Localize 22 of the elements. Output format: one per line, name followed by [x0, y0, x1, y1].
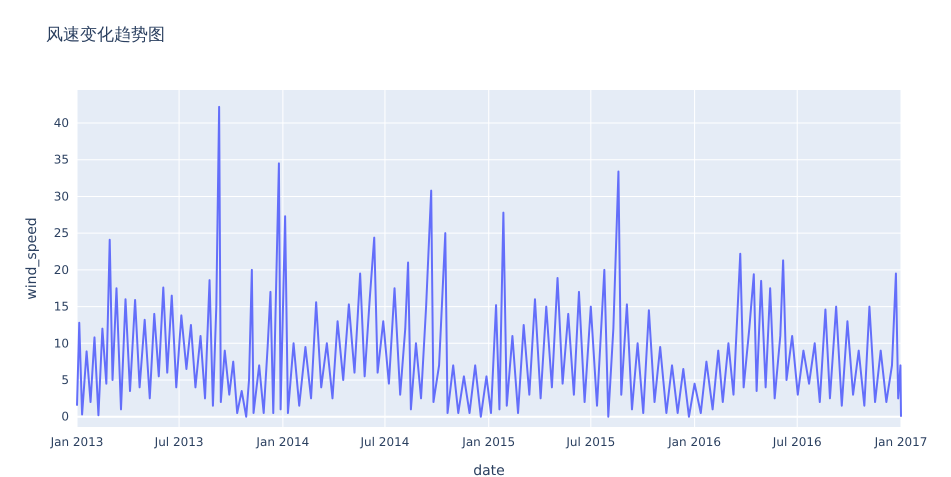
x-tick-label: Jul 2015 — [565, 435, 616, 449]
y-tick-label: 0 — [61, 410, 69, 424]
x-tick-label: Jan 2017 — [874, 435, 928, 449]
x-tick-label: Jan 2013 — [50, 435, 104, 449]
x-tick-label: Jan 2015 — [461, 435, 516, 449]
y-tick-label: 30 — [54, 189, 69, 204]
y-tick-label: 15 — [54, 300, 69, 314]
x-tick-label: Jan 2016 — [667, 435, 722, 449]
y-tick-label: 10 — [54, 336, 69, 350]
x-axis-title: date — [473, 463, 505, 477]
y-tick-label: 5 — [61, 373, 69, 388]
y-tick-label: 40 — [54, 116, 69, 130]
chart-title: 风速变化趋势图 — [46, 25, 165, 45]
x-tick-label: Jan 2014 — [255, 435, 310, 449]
y-axis-title: wind_speed — [24, 217, 40, 300]
line-series — [76, 106, 902, 418]
y-tick-label: 35 — [54, 152, 69, 167]
x-tick-label: Jul 2013 — [154, 435, 204, 449]
y-tick-label: 25 — [54, 226, 69, 240]
x-tick-label: Jul 2014 — [360, 435, 410, 449]
y-tick-label: 20 — [54, 262, 69, 277]
x-tick-label: Jul 2016 — [772, 435, 822, 449]
